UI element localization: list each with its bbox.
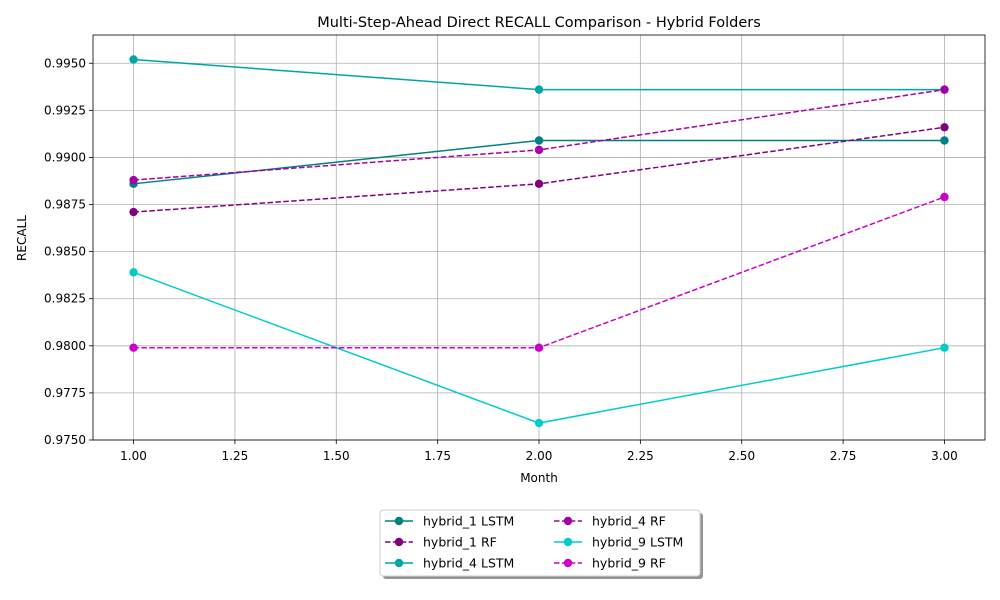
x-tick-label: 3.00 (931, 449, 958, 463)
x-tick-label: 1.00 (120, 449, 147, 463)
series-hybrid-9-lstm (129, 268, 949, 428)
x-tick-label: 2.00 (526, 449, 553, 463)
y-tick-label: 0.9875 (44, 198, 86, 212)
legend-label: hybrid_4 LSTM (423, 556, 514, 571)
legend-label: hybrid_9 RF (592, 556, 666, 571)
chart-title: Multi-Step-Ahead Direct RECALL Compariso… (317, 15, 761, 31)
legend-marker (394, 558, 404, 568)
data-point (940, 343, 949, 352)
y-tick-label: 0.9750 (44, 433, 86, 447)
legend-entry: hybrid_1 RF (385, 535, 497, 550)
x-tick-label: 2.75 (830, 449, 857, 463)
series-hybrid-9-rf (129, 192, 949, 352)
legend-label: hybrid_9 LSTM (592, 535, 683, 550)
series-group (129, 55, 949, 428)
x-tick-label: 2.25 (627, 449, 654, 463)
x-axis-label: Month (520, 471, 558, 485)
data-point (129, 343, 138, 352)
data-point (940, 85, 949, 94)
y-tick-label: 0.9925 (44, 103, 86, 117)
data-point (940, 123, 949, 132)
data-point (129, 175, 138, 185)
series-hybrid-4-rf (129, 85, 949, 185)
y-tick-label: 0.9775 (44, 386, 86, 400)
data-point (534, 343, 544, 352)
x-tick-label: 2.50 (728, 449, 755, 463)
x-tick-label: 1.25 (222, 449, 249, 463)
legend-marker (394, 537, 404, 547)
x-tick-label: 1.50 (323, 449, 350, 463)
axis-ticks: 1.00 1.25 1.50 1.75 2.00 2.25 2.50 2.75 3.00 0.97… (44, 56, 958, 463)
legend-marker (563, 537, 573, 547)
x-tick-label: 1.75 (424, 449, 451, 463)
legend-entry: hybrid_4 RF (554, 514, 666, 529)
legend-label: hybrid_1 LSTM (423, 514, 514, 529)
data-point (534, 136, 544, 145)
legend-entry: hybrid_9 LSTM (554, 535, 683, 550)
legend-entry: hybrid_1 LSTM (385, 514, 514, 529)
plot-frame (92, 34, 986, 441)
y-axis-label: RECALL (15, 215, 29, 261)
legend-entry: hybrid_4 LSTM (385, 556, 514, 571)
series-hybrid-1-rf (129, 123, 949, 217)
data-point (129, 55, 138, 64)
y-tick-label: 0.9825 (44, 292, 86, 306)
legend-box (379, 509, 701, 577)
legend: hybrid_1 LSTM hybrid_1 RF hybrid_4 LSTM hyb… (379, 509, 703, 579)
data-point (534, 418, 544, 428)
y-tick-label: 0.9850 (44, 245, 86, 259)
data-point (534, 145, 544, 155)
data-point (940, 136, 949, 145)
legend-label: hybrid_4 RF (592, 514, 666, 529)
legend-marker (563, 558, 573, 568)
legend-entry: hybrid_9 RF (554, 556, 666, 571)
legend-marker (394, 516, 404, 526)
grid (93, 35, 985, 441)
legend-label: hybrid_1 RF (423, 535, 497, 550)
y-tick-label: 0.9800 (44, 339, 86, 353)
data-point (129, 268, 138, 277)
data-point (940, 192, 949, 202)
legend-items: hybrid_1 LSTM hybrid_1 RF hybrid_4 LSTM hyb… (385, 514, 683, 571)
y-tick-label: 0.9950 (44, 56, 86, 70)
legend-marker (563, 516, 573, 526)
data-point (534, 179, 544, 189)
data-point (129, 207, 138, 217)
y-tick-label: 0.9900 (44, 150, 86, 164)
data-point (534, 85, 544, 94)
